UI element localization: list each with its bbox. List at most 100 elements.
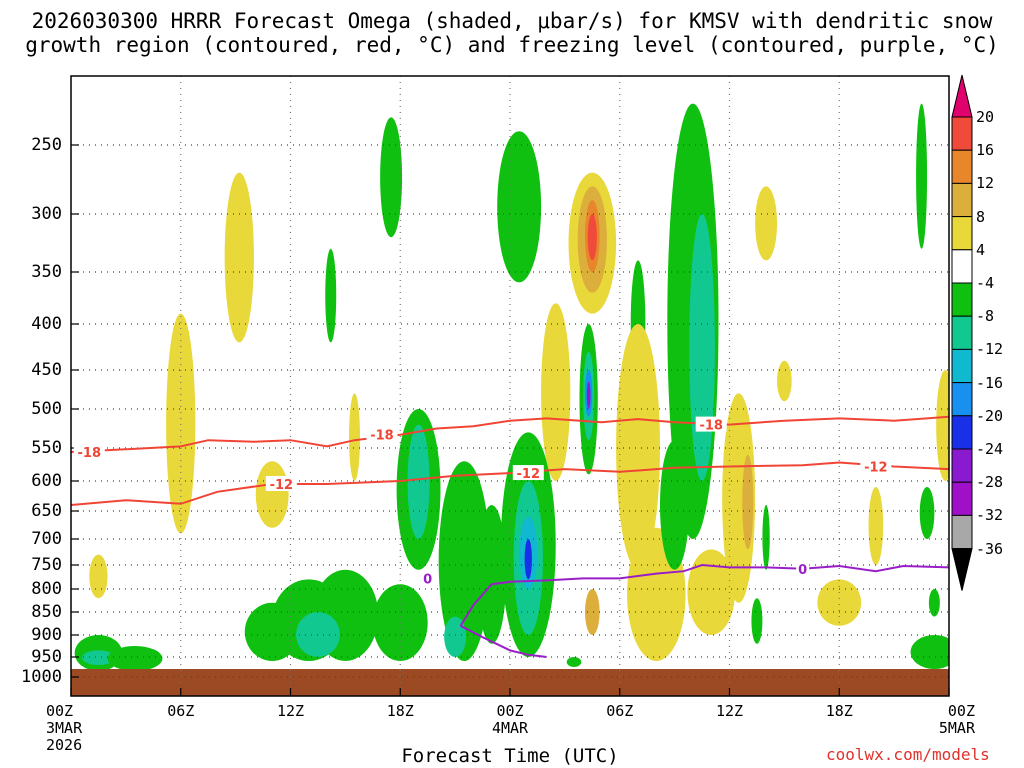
omega-cell xyxy=(81,650,115,665)
omega-cell xyxy=(687,549,735,635)
y-tick-label: 250 xyxy=(31,135,62,155)
omega-cell xyxy=(868,487,884,565)
x-tick-label: 06Z xyxy=(606,702,634,720)
omega-cell xyxy=(477,505,507,644)
omega-cell xyxy=(910,635,949,669)
omega-cell xyxy=(380,117,403,238)
omega-cell xyxy=(755,186,778,261)
colorbar-swatch xyxy=(951,481,973,516)
omega-cell xyxy=(541,303,571,481)
colorbar-label: -32 xyxy=(976,506,1004,525)
y-tick-label: 850 xyxy=(31,602,62,622)
colorbar-swatch xyxy=(951,315,973,350)
y-tick-label: 700 xyxy=(31,529,62,549)
x-tick-label: 00Z 4MAR xyxy=(491,702,529,737)
contour-label: 0 xyxy=(798,563,807,578)
omega-cell xyxy=(566,657,582,667)
contour-line xyxy=(460,624,547,658)
contour-label: -12 xyxy=(517,467,541,482)
omega-cell xyxy=(742,454,754,550)
omega-cell xyxy=(107,646,163,671)
colorbar-swatch xyxy=(951,116,973,151)
x-tick-label: 12Z xyxy=(715,702,744,720)
x-tick-label: 00Z 3MAR 2026 xyxy=(46,702,83,754)
colorbar-top-arrow xyxy=(951,74,973,118)
omega-cell xyxy=(255,461,289,528)
contour-line xyxy=(71,461,949,506)
omega-cell xyxy=(224,172,254,343)
x-axis-label: Forecast Time (UTC) xyxy=(401,745,619,767)
omega-cell xyxy=(616,324,660,570)
omega-cell xyxy=(407,424,430,539)
y-tick-label: 1000 xyxy=(21,667,62,687)
chart-title-line1: 2026030300 HRRR Forecast Omega (shaded, … xyxy=(31,9,993,33)
omega-cell xyxy=(689,214,715,481)
omega-cell xyxy=(722,393,756,603)
colorbar-swatch xyxy=(951,216,973,251)
contour-label: -12 xyxy=(270,478,294,493)
omega-cell xyxy=(777,360,792,402)
contour-label-bg xyxy=(860,458,892,474)
contour-label: 0 xyxy=(423,572,432,587)
y-tick-label: 400 xyxy=(31,314,62,334)
contour-label-bg xyxy=(695,416,727,432)
colorbar-swatch xyxy=(951,382,973,417)
colorbar-swatch xyxy=(951,348,973,384)
contour-line xyxy=(459,563,949,627)
contour-label-bg xyxy=(265,476,297,491)
contour-label-bg xyxy=(796,560,810,576)
x-tick-label: 18Z xyxy=(825,702,853,720)
plot-frame xyxy=(70,75,950,697)
y-tick-label: 350 xyxy=(31,262,62,282)
omega-cell xyxy=(166,313,196,534)
omega-cell xyxy=(817,579,862,626)
contour-label-bg xyxy=(421,570,435,586)
colorbar-label: -36 xyxy=(976,539,1004,558)
omega-cell xyxy=(586,381,591,409)
contour-label-bg xyxy=(366,426,398,442)
omega-cell xyxy=(584,589,600,635)
omega-cell xyxy=(919,487,935,539)
y-tick-label: 800 xyxy=(31,579,62,599)
credit-text: coolwx.com/models xyxy=(826,745,990,764)
colorbar-label: 16 xyxy=(976,141,995,160)
colorbar-label: -16 xyxy=(976,373,1004,392)
contour-label: -18 xyxy=(699,419,723,434)
colorbar-swatch xyxy=(951,249,973,284)
colorbar-swatch xyxy=(951,415,973,450)
colorbar-label: 20 xyxy=(976,108,995,126)
colorbar-swatch xyxy=(951,514,973,550)
colorbar-swatch xyxy=(951,149,973,184)
colorbar-label: 4 xyxy=(976,240,986,259)
omega-cell xyxy=(659,440,690,570)
colorbar-label: -8 xyxy=(976,307,995,326)
colorbar-swatch xyxy=(951,182,973,218)
contour-label: -18 xyxy=(370,429,394,444)
colorbar-label: 12 xyxy=(976,174,995,193)
omega-cell xyxy=(438,461,490,661)
colorbar-bottom-arrow xyxy=(951,548,973,591)
colorbar-label: 8 xyxy=(976,207,986,226)
y-tick-label: 450 xyxy=(31,360,62,380)
x-tick-label: 06Z xyxy=(167,702,195,720)
y-tick-label: 750 xyxy=(31,555,62,575)
contour-label-bg xyxy=(73,443,105,459)
y-tick-label: 600 xyxy=(31,471,62,491)
colorbar-label: -20 xyxy=(976,406,1004,425)
omega-cell xyxy=(325,248,337,343)
y-tick-label: 900 xyxy=(31,625,62,645)
contour-line xyxy=(71,415,949,453)
omega-cell xyxy=(524,539,532,580)
chart-title-line2: growth region (contoured, red, °C) and f… xyxy=(25,33,999,57)
omega-cell xyxy=(587,214,597,261)
omega-cell xyxy=(762,505,770,570)
omega-cell xyxy=(928,589,940,617)
x-tick-label: 18Z xyxy=(386,702,414,720)
colorbar-label: -28 xyxy=(976,473,1004,492)
colorbar-label: -4 xyxy=(976,274,995,292)
omega-cell xyxy=(936,370,949,481)
contour-label-bg xyxy=(512,465,544,481)
y-tick-label: 950 xyxy=(31,647,62,667)
y-tick-label: 650 xyxy=(31,501,62,521)
